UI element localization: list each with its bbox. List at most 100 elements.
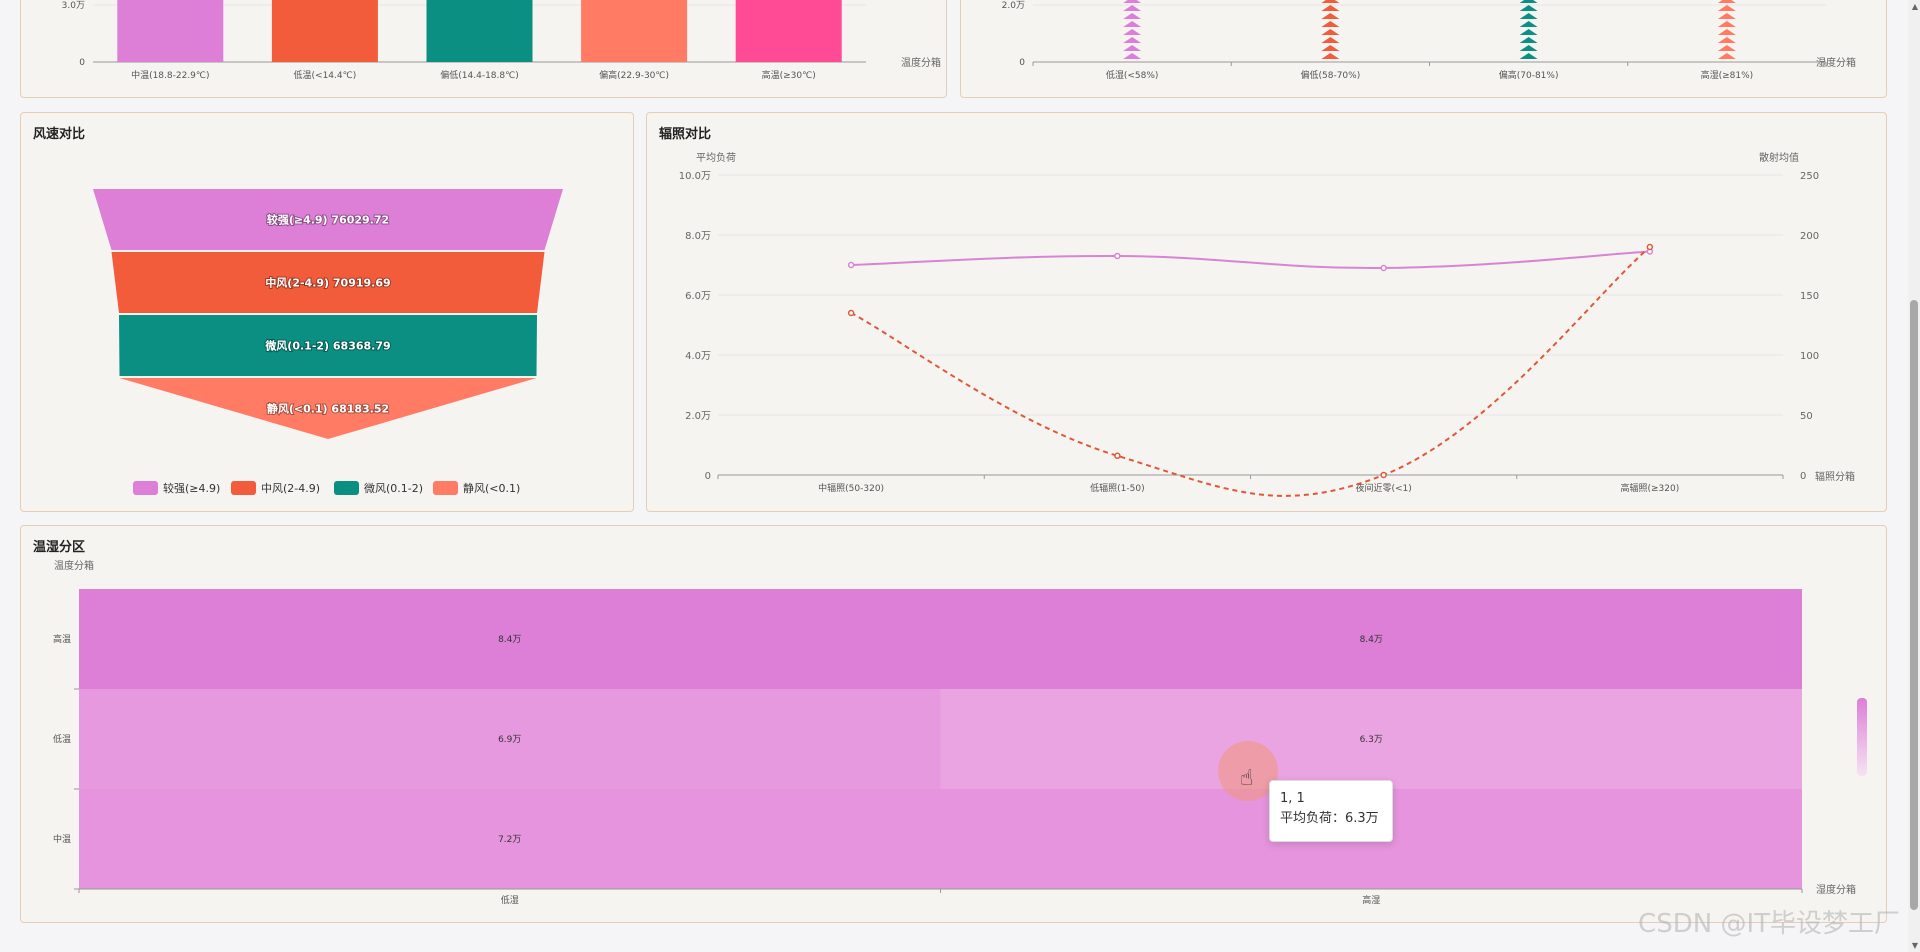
data-point [1114, 252, 1121, 260]
pictorial-symbol [1321, 13, 1340, 19]
pictorial-symbol [1519, 13, 1538, 19]
funnel-label: 中风(2-4.9) 70919.69 [265, 276, 390, 290]
hand-pointer-icon: ☝ [1240, 766, 1254, 791]
heatmap-cell [79, 589, 941, 689]
legend-label: 中风(2-4.9) [261, 482, 320, 495]
pictorial-symbol [1321, 5, 1340, 11]
pictorial-symbol [1717, 37, 1736, 43]
bar [581, 0, 688, 62]
pictorial-symbol [1717, 29, 1736, 35]
cell-label: 6.9万 [498, 735, 521, 745]
data-point [1380, 264, 1387, 272]
y-right-tick-label: 50 [1800, 411, 1813, 422]
scroll-down-icon[interactable]: ▼ [1911, 941, 1918, 950]
series-line [850, 246, 1651, 497]
pictorial-symbol [1123, 21, 1142, 27]
pictorial-symbol [1519, 37, 1538, 43]
x-tick-label: 偏低(14.4-18.8℃) [440, 69, 518, 81]
heatmap-cell [79, 789, 941, 889]
scroll-up-icon[interactable]: ▲ [1911, 2, 1918, 11]
pictorial-symbol [1519, 21, 1538, 27]
x-tick-label: 低湿 [501, 894, 519, 906]
x-tick-label: 高温(≥30℃) [762, 69, 816, 81]
pictorial-symbol [1519, 5, 1538, 11]
data-point [1646, 243, 1654, 251]
y-tick-label: 高温 [53, 633, 71, 645]
scrollbar[interactable]: ▲ ▼ [1908, 0, 1920, 952]
pictorial-symbol [1321, 29, 1340, 35]
radiation-panel-title: 辐照对比 [659, 127, 712, 142]
wind-panel-title: 风速对比 [33, 127, 86, 142]
x-tick-label: 偏低(58-70%) [1301, 69, 1361, 81]
visual-map-bar [1857, 698, 1867, 776]
y-tick-label: 3.0万 [62, 1, 85, 11]
heatmap-panel: 温湿分区 7.2万 中温 6.9万 6.3万 低温 8.4万 8.4万 高温 低湿 高湿 温度分箱湿… [20, 525, 1887, 923]
y-left-title: 平均负荷 [696, 151, 736, 164]
x-tick-label: 高湿(≥81%) [1701, 69, 1754, 81]
legend-swatch [334, 481, 359, 495]
x-tick-label: 高湿 [1362, 894, 1380, 906]
cell-label: 6.3万 [1360, 735, 1383, 745]
funnel-segment [93, 189, 563, 250]
y-right-tick-label: 250 [1800, 171, 1819, 182]
pictorial-symbol [1519, 53, 1538, 59]
radiation-panel: 辐照对比 0 0 2.0万 50 4.0万 100 6.0万 150 8.0万 200 10.0万 2… [646, 112, 1887, 512]
y-tick-label: 低温 [53, 733, 71, 745]
cell-label: 8.4万 [498, 635, 521, 645]
legend-label: 微风(0.1-2) [364, 481, 423, 495]
y-right-tick-label: 200 [1800, 231, 1819, 242]
heatmap-cell [940, 689, 1802, 789]
wind-panel: 风速对比 较强(≥4.9) 76029.72 中风(2-4.9) 70919.69… [20, 112, 634, 512]
x-axis-title: 温度分箱 [901, 56, 941, 69]
heatmap-cell [79, 689, 941, 789]
temp-bar-panel: 0 3.0万 中温(18.8-22.9℃) 低温(<14.4℃) 偏低(14.4-18.… [20, 0, 947, 98]
heatmap-tooltip: 1, 1 平均负荷：6.3万 [1269, 780, 1393, 842]
y-right-tick-label: 0 [1800, 471, 1806, 482]
y-right-title: 散射均值 [1759, 151, 1799, 164]
y-tick-label: 中温 [53, 833, 71, 845]
y-left-tick-label: 8.0万 [685, 231, 711, 242]
x-axis-title: 辐照分箱 [1815, 470, 1855, 483]
pictorial-symbol [1717, 21, 1736, 27]
funnel-label: 静风(<0.1) 68183.52 [267, 402, 389, 416]
heatmap-panel-title: 温湿分区 [33, 540, 86, 555]
tooltip-value: 平均负荷：6.3万 [1280, 811, 1379, 826]
funnel-segment [111, 252, 545, 313]
funnel-label: 较强(≥4.9) 76029.72 [267, 213, 389, 227]
cell-label: 8.4万 [1360, 635, 1383, 645]
pictorial-symbol [1123, 5, 1142, 11]
data-point [847, 261, 855, 269]
y-left-tick-label: 10.0万 [679, 171, 711, 182]
cell-label: 7.2万 [498, 835, 521, 845]
y-tick-label: 0 [1019, 58, 1025, 68]
y-left-tick-label: 0 [705, 471, 711, 482]
wind-funnel-chart: 较强(≥4.9) 76029.72 中风(2-4.9) 70919.69 微风(0.… [93, 189, 563, 495]
x-tick-label: 夜间近零(<1) [1355, 482, 1411, 494]
pictorial-symbol [1321, 0, 1340, 3]
x-tick-label: 中辐照(50-320) [818, 482, 884, 494]
y-left-tick-label: 4.0万 [685, 351, 711, 362]
pictorial-symbol [1123, 13, 1142, 19]
bar [735, 0, 842, 62]
x-tick-label: 低辐照(1-50) [1090, 482, 1144, 494]
x-tick-label: 高辐照(≥320) [1621, 482, 1680, 494]
x-tick-label: 低湿(<58%) [1106, 69, 1159, 81]
pictorial-symbol [1717, 0, 1736, 3]
y-left-tick-label: 6.0万 [685, 291, 711, 302]
pictorial-symbol [1123, 45, 1142, 51]
pictorial-symbol [1123, 37, 1142, 43]
pictorial-symbol [1717, 45, 1736, 51]
scrollbar-thumb[interactable] [1910, 300, 1918, 910]
legend-label: 较强(≥4.9) [163, 481, 220, 495]
humidity-bar-panel: 0 2.0万 低湿(<58%) 偏低(58-70%) 偏高(70-81%) 高湿(≥81%… [960, 0, 1887, 98]
data-point [1380, 471, 1387, 479]
pictorial-symbol [1519, 0, 1538, 3]
x-tick-label: 低温(<14.4℃) [294, 69, 357, 81]
x-tick-label: 偏高(70-81%) [1499, 69, 1559, 81]
watermark: CSDN @IT毕设梦工厂 [1638, 909, 1900, 939]
legend-swatch [133, 481, 158, 495]
data-point [1114, 452, 1121, 460]
